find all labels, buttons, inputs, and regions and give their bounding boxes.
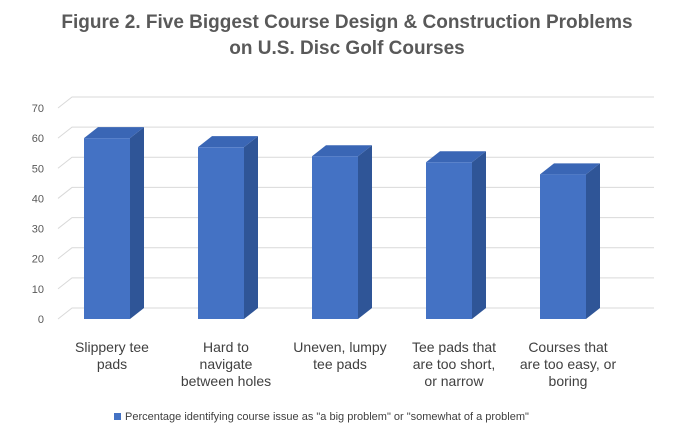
category-label-line: are too short, xyxy=(413,356,496,372)
y-tick-label: 20 xyxy=(32,254,44,266)
y-tick-label: 0 xyxy=(38,314,44,326)
category-label-line: Uneven, lumpy xyxy=(293,339,386,355)
bar xyxy=(312,145,372,319)
category-label: Tee pads that are too short, or narrow xyxy=(412,339,496,389)
category-label: Uneven, lumpy tee pads xyxy=(293,339,386,372)
chart-title-line-1: Figure 2. Five Biggest Course Design & C… xyxy=(61,12,632,33)
bar-side xyxy=(472,151,486,319)
category-label: Hard to navigate between holes xyxy=(181,339,271,389)
chart-title-line-2: on U.S. Disc Golf Courses xyxy=(229,38,464,59)
bar-front xyxy=(540,174,586,319)
bars xyxy=(84,127,600,320)
bar-front xyxy=(84,138,130,319)
y-tick-label: 50 xyxy=(32,163,44,175)
y-tick-label: 10 xyxy=(32,284,44,296)
category-label-line: Tee pads that xyxy=(412,339,496,355)
category-label-line: Hard to xyxy=(203,339,249,355)
bar-side xyxy=(244,136,258,319)
bar xyxy=(198,136,258,319)
legend-label: Percentage identifying course issue as "… xyxy=(125,411,529,423)
bar-front xyxy=(426,162,472,319)
bar-side xyxy=(130,127,144,320)
gridline xyxy=(57,96,654,109)
bar-front xyxy=(312,156,358,319)
gridlines xyxy=(57,96,654,320)
y-tick-label: 30 xyxy=(32,224,44,236)
bar xyxy=(540,163,600,319)
category-label-line: pads xyxy=(97,356,127,372)
category-label-line: navigate xyxy=(200,356,253,372)
category-label-line: are too easy, or xyxy=(520,356,617,372)
bar-front xyxy=(198,147,244,319)
category-label-line: tee pads xyxy=(313,356,367,372)
chart-title: Figure 2. Five Biggest Course Design & C… xyxy=(61,12,632,59)
bar xyxy=(84,127,144,320)
bar-top xyxy=(198,136,258,148)
category-label-line: Courses that xyxy=(528,339,607,355)
legend-swatch xyxy=(114,413,121,420)
category-label-line: between holes xyxy=(181,373,271,389)
y-tick-label: 40 xyxy=(32,193,44,205)
category-label-line: Slippery tee xyxy=(75,339,149,355)
category-labels: Slippery tee pads Hard to navigate between h… xyxy=(75,339,616,389)
y-tick-label: 60 xyxy=(32,133,44,145)
bar-top xyxy=(426,151,486,163)
gridline xyxy=(57,126,654,139)
category-label-line: or narrow xyxy=(424,373,484,389)
category-label-line: boring xyxy=(549,373,588,389)
bar-side xyxy=(586,163,600,319)
category-label: Slippery tee pads xyxy=(75,339,149,372)
bar-top xyxy=(540,163,600,175)
category-label: Courses that are too easy, or boring xyxy=(520,339,617,389)
legend: Percentage identifying course issue as "… xyxy=(114,411,529,423)
y-axis-ticks: 0 10 20 30 40 50 60 70 xyxy=(32,103,44,326)
bar-top xyxy=(84,127,144,139)
bar-top xyxy=(312,145,372,157)
y-tick-label: 70 xyxy=(32,103,44,115)
bar-side xyxy=(358,145,372,319)
bar xyxy=(426,151,486,319)
